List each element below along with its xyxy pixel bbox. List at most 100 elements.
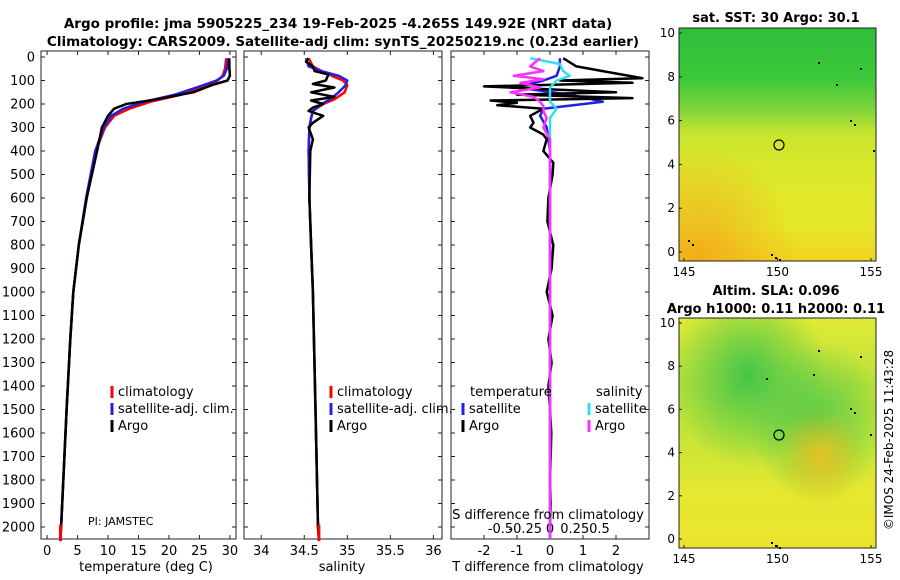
depth-tick-label: 200 bbox=[10, 98, 35, 113]
depth-tick-label: 100 bbox=[10, 74, 35, 89]
salinity-x-label: salinity bbox=[319, 560, 366, 575]
depth-tick-label: 1600 bbox=[2, 427, 35, 442]
sst-coastline-dots bbox=[688, 62, 875, 261]
temperature-axes-box bbox=[40, 50, 237, 540]
salinity-legend: climatology satellite-adj. clim. Argo bbox=[329, 385, 453, 434]
salinity-series bbox=[304, 57, 349, 542]
map-x-tick-label: 145 bbox=[673, 265, 696, 279]
legend-label-climatology: climatology bbox=[118, 385, 194, 400]
sla-argo-marker bbox=[773, 429, 785, 441]
figure-title-line1: Argo profile: jma 5905225_234 19-Feb-202… bbox=[64, 16, 612, 32]
x-tick-label: 10 bbox=[100, 544, 117, 559]
top-axis-tick-label: 0.25 bbox=[560, 522, 589, 537]
depth-tick-label: 900 bbox=[10, 262, 35, 277]
depth-tick-label: 2000 bbox=[2, 521, 35, 536]
temperature-legend: climatology satellite-adj. clim. Argo bbox=[110, 385, 234, 434]
map-y-tick-label: 2 bbox=[667, 201, 675, 215]
difference-series bbox=[482, 56, 644, 539]
depth-tick-label: 600 bbox=[10, 192, 35, 207]
temperature-panel: 0100200300400500600700800900100011001200… bbox=[2, 50, 238, 575]
x-tick-label: 35.5 bbox=[376, 544, 405, 559]
sla-high-patch bbox=[679, 318, 876, 548]
difference-x-label: T difference from climatology bbox=[451, 560, 644, 575]
depth-tick-label: 400 bbox=[10, 145, 35, 160]
map-x-tick-label: 155 bbox=[860, 265, 883, 279]
map-y-tick-label: 4 bbox=[667, 157, 675, 171]
legend-header-salinity: salinity bbox=[596, 385, 643, 400]
x-tick-label: 20 bbox=[161, 544, 178, 559]
top-axis-tick-label: -0.5 bbox=[488, 522, 513, 537]
difference-depth-ticks bbox=[451, 56, 649, 528]
difference-x-axis: -2 -1 0 1 2-0.5-0.25 0 0.25 0.5 bbox=[478, 51, 620, 559]
legend-label-satellite-adj: satellite-adj. clim. bbox=[337, 402, 453, 417]
x-tick-label: 2 bbox=[612, 544, 620, 559]
x-tick-label: 30 bbox=[222, 544, 239, 559]
x-tick-label: 0 bbox=[43, 544, 51, 559]
x-tick-label: 15 bbox=[130, 544, 147, 559]
temperature-x-axis: 0 5 10 15 20 25 30 bbox=[43, 51, 238, 559]
legend-label-argo: Argo bbox=[118, 419, 148, 434]
x-tick-label: 1 bbox=[579, 544, 587, 559]
map-y-tick-label: 0 bbox=[667, 245, 675, 259]
difference-top-axis-label: S difference from climatology bbox=[452, 508, 644, 523]
legend-header-temperature: temperature bbox=[470, 385, 552, 400]
depth-tick-label: 300 bbox=[10, 121, 35, 136]
legend-label-s-argo: Argo bbox=[595, 419, 625, 434]
map-y-tick-label: 6 bbox=[667, 402, 675, 416]
salinity-axes-box bbox=[243, 50, 443, 540]
series-line-argo bbox=[59, 58, 232, 539]
x-tick-label: 0 bbox=[546, 544, 554, 559]
legend-label-argo: Argo bbox=[337, 419, 367, 434]
sst-map-axes: 145 150 155 10 8 6 4 2 0 bbox=[660, 26, 883, 279]
map-y-tick-label: 2 bbox=[667, 489, 675, 503]
top-axis-tick-label: -0.25 bbox=[508, 522, 542, 537]
difference-panel: -2 -1 0 1 2-0.5-0.25 0 0.25 0.5 T difference fr… bbox=[450, 50, 650, 575]
depth-axis: 0 100 200 300 400 500 600 700 800 900 1000 1100 1200… bbox=[2, 51, 236, 536]
imos-timestamp: ©IMOS 24-Feb-2025 11:43:28 bbox=[882, 350, 896, 530]
depth-tick-label: 1200 bbox=[2, 333, 35, 348]
sst-map-title: sat. SST: 30 Argo: 30.1 bbox=[692, 11, 859, 26]
x-tick-label: 35 bbox=[339, 544, 356, 559]
map-y-tick-label: 0 bbox=[667, 532, 675, 546]
depth-tick-label: 0 bbox=[27, 51, 35, 66]
depth-tick-label: 800 bbox=[10, 239, 35, 254]
legend-label-climatology: climatology bbox=[337, 385, 413, 400]
depth-tick-label: 1400 bbox=[2, 380, 35, 395]
series-line-s-argo bbox=[509, 57, 552, 539]
salinity-x-axis: 34 34.5 35 35.5 36 bbox=[253, 51, 442, 559]
x-tick-label: -2 bbox=[478, 544, 491, 559]
sst-argo-marker bbox=[773, 139, 785, 151]
temperature-series bbox=[59, 58, 232, 542]
depth-tick-label: 1800 bbox=[2, 474, 35, 489]
depth-tick-label: 1300 bbox=[2, 356, 35, 371]
x-tick-label: 34.5 bbox=[290, 544, 319, 559]
map-y-tick-label: 10 bbox=[660, 316, 675, 330]
x-tick-label: 25 bbox=[191, 544, 208, 559]
x-tick-label: 34 bbox=[253, 544, 270, 559]
x-tick-label: -1 bbox=[511, 544, 524, 559]
depth-tick-label: 1100 bbox=[2, 309, 35, 324]
sst-map: sat. SST: 30 Argo: 30.1 145 150 155 10 8 6 4 2 0 bbox=[660, 11, 883, 279]
top-axis-tick-label: 0.5 bbox=[589, 522, 610, 537]
map-x-tick-label: 150 bbox=[766, 265, 789, 279]
map-x-tick-label: 155 bbox=[860, 552, 883, 566]
depth-tick-label: 700 bbox=[10, 215, 35, 230]
map-y-tick-label: 4 bbox=[667, 446, 675, 460]
series-line-argo bbox=[304, 57, 336, 539]
depth-tick-label: 1700 bbox=[2, 450, 35, 465]
depth-tick-label: 500 bbox=[10, 168, 35, 183]
x-tick-label: 5 bbox=[73, 544, 81, 559]
sla-map-axes: 145 150 155 10 8 6 4 2 0 bbox=[660, 316, 883, 566]
difference-legend: temperature salinity satellite Argo sate… bbox=[461, 385, 647, 434]
depth-tick-label: 1900 bbox=[2, 497, 35, 512]
sla-map-title: Altim. SLA: 0.096 bbox=[713, 284, 840, 299]
x-tick-label: 36 bbox=[425, 544, 442, 559]
map-x-tick-label: 150 bbox=[766, 552, 789, 566]
legend-label-t-satellite: satellite bbox=[469, 402, 521, 417]
sst-warm-patch bbox=[679, 28, 876, 261]
map-x-tick-label: 145 bbox=[673, 552, 696, 566]
legend-label-t-argo: Argo bbox=[469, 419, 499, 434]
salinity-depth-ticks bbox=[244, 56, 442, 528]
legend-label-s-satellite: satellite bbox=[595, 402, 647, 417]
figure-title-line2: Climatology: CARS2009. Satellite-adj cli… bbox=[47, 34, 639, 50]
